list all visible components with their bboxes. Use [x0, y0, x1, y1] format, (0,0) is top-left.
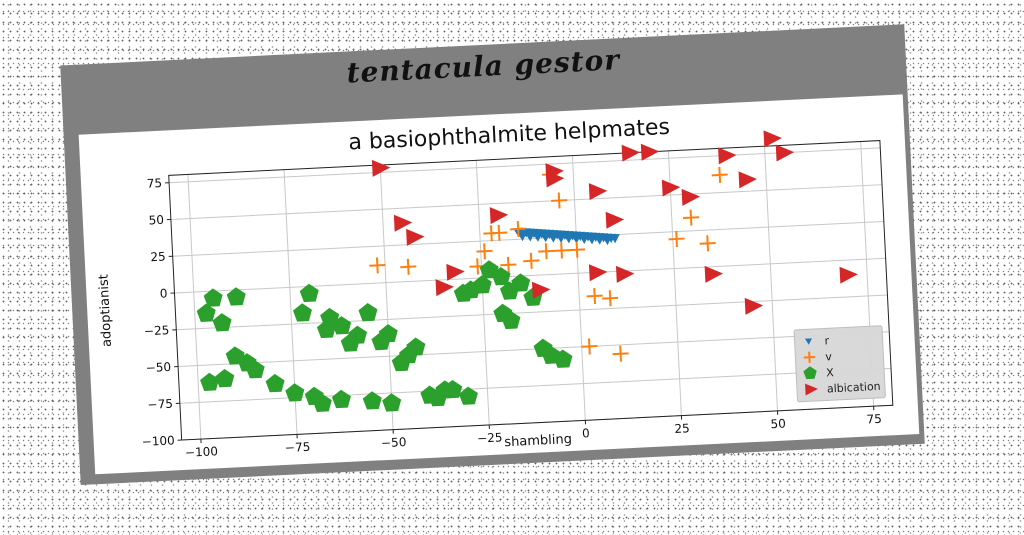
point-x — [293, 303, 313, 322]
point-albication — [616, 265, 635, 283]
point-x — [382, 393, 402, 412]
point-albication — [589, 263, 608, 281]
x-axis-label: shambling — [504, 432, 572, 450]
y-tick-label: 0 — [160, 286, 168, 300]
point-v — [586, 288, 603, 305]
point-v — [369, 257, 386, 274]
point-albication — [589, 182, 608, 200]
point-albication — [739, 171, 758, 189]
plot-panel: a basiophthalmite helpmates −100−75−50−2… — [79, 94, 920, 474]
scatter-chart: a basiophthalmite helpmates −100−75−50−2… — [79, 94, 920, 474]
point-albication — [682, 188, 701, 206]
point-v — [699, 235, 716, 252]
grid-line-x — [572, 156, 585, 421]
grid-line-y — [169, 148, 880, 183]
point-v — [400, 258, 417, 275]
point-albication — [705, 265, 724, 283]
x-tick-label: −50 — [381, 435, 407, 450]
grid-line-y — [174, 258, 885, 293]
y-tick-label: −100 — [141, 433, 175, 449]
point-albication — [718, 146, 737, 164]
point-v — [551, 192, 568, 209]
x-tick-label: 25 — [674, 421, 690, 436]
point-albication — [662, 179, 681, 197]
point-albication — [490, 206, 509, 224]
point-v — [602, 290, 619, 307]
point-x — [358, 303, 378, 322]
grid-line-y — [178, 332, 889, 367]
y-tick-label: −25 — [144, 323, 170, 338]
x-tick-label: −25 — [477, 430, 503, 445]
point-v — [569, 241, 586, 258]
y-tick-label: −50 — [145, 360, 171, 375]
point-x — [265, 373, 285, 392]
x-tick-label: 0 — [582, 426, 590, 440]
figure-card: tentacula gestor a basiophthalmite helpm… — [60, 24, 925, 485]
y-tick-label: 50 — [148, 213, 164, 228]
grid-line-x — [188, 174, 201, 439]
point-albication — [394, 214, 413, 232]
legend-label-v: v — [825, 350, 833, 363]
x-tick-label: 75 — [866, 412, 882, 427]
figure-title: tentacula gestor — [60, 29, 906, 103]
point-albication — [641, 143, 660, 161]
point-albication — [406, 228, 425, 246]
y-tick-label: 25 — [150, 250, 166, 265]
point-v — [581, 338, 598, 355]
point-albication — [372, 159, 391, 177]
x-tick-label: 50 — [770, 417, 786, 432]
point-x — [215, 368, 235, 387]
x-tick-label: −100 — [185, 444, 219, 460]
grid-line-x — [765, 146, 778, 411]
point-albication — [606, 211, 625, 229]
point-v — [553, 242, 570, 259]
grid-line-y — [180, 368, 891, 403]
grid-line-y — [173, 221, 884, 256]
legend-label-x: X — [826, 366, 835, 379]
point-albication — [776, 144, 795, 162]
point-x — [200, 372, 220, 391]
point-x — [212, 313, 232, 332]
point-x — [285, 383, 305, 402]
point-albication — [436, 278, 455, 296]
point-albication — [446, 263, 465, 281]
y-tick-label: −75 — [147, 397, 173, 412]
point-x — [332, 389, 352, 408]
point-v — [523, 252, 540, 269]
point-albication — [745, 297, 764, 315]
point-v — [683, 209, 700, 226]
point-v — [668, 231, 685, 248]
legend-label-albication: albication — [827, 380, 881, 396]
point-v — [612, 345, 629, 362]
point-albication — [840, 266, 859, 284]
point-albication — [622, 144, 641, 162]
point-v — [711, 167, 728, 184]
point-v — [491, 225, 508, 242]
x-tick-label: −75 — [285, 440, 311, 455]
point-albication — [763, 130, 782, 148]
grid-line-y — [171, 185, 882, 220]
data-marks — [189, 126, 863, 420]
y-axis-label: adoptianist — [96, 274, 115, 347]
point-v — [538, 243, 555, 260]
y-tick-label: 75 — [146, 176, 162, 191]
grid-line-x — [380, 165, 393, 430]
point-v — [476, 243, 493, 260]
